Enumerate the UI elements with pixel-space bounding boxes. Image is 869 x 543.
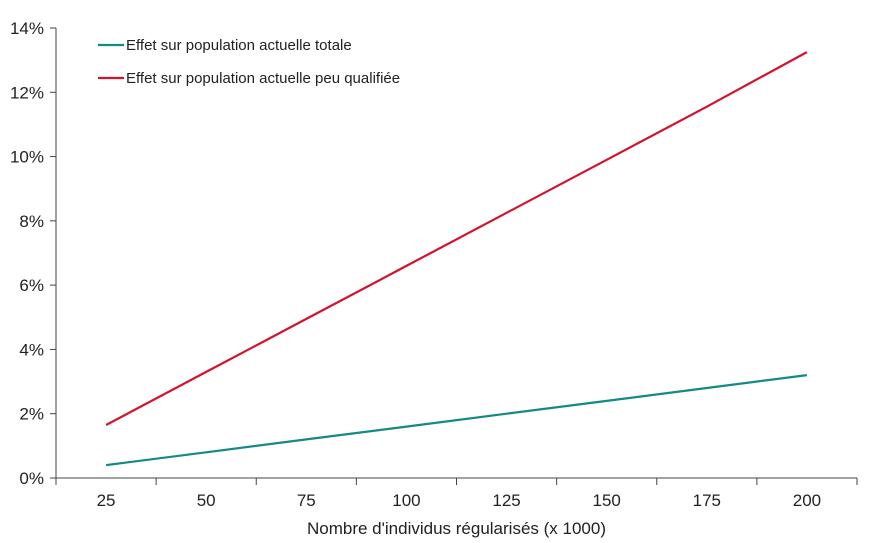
x-tick-label: 50: [197, 491, 216, 510]
x-tick-label: 175: [693, 491, 721, 510]
legend-label-1: Effet sur population actuelle totale: [126, 37, 352, 54]
y-tick-label: 12%: [10, 83, 44, 102]
x-tick-label: 100: [392, 491, 420, 510]
series-line-2: [105, 51, 808, 426]
y-tick-label: 6%: [19, 276, 44, 295]
x-tick-label: 25: [97, 491, 116, 510]
x-tick-label: 125: [492, 491, 520, 510]
y-tick-label: 10%: [10, 148, 44, 167]
y-tick-label: 8%: [19, 212, 44, 231]
legend-label-2: Effet sur population actuelle peu qualif…: [126, 70, 400, 87]
axes: [55, 28, 857, 479]
series-layer: [105, 51, 808, 467]
y-tick-label: 2%: [19, 405, 44, 424]
x-tick-label: 150: [593, 491, 621, 510]
series-line-1: [105, 374, 808, 467]
y-axis-ticks: 0% 2% 4% 6% 8% 10% 12% 14%: [10, 19, 56, 488]
x-axis-title: Nombre d'individus régularisés (x 1000): [307, 519, 606, 538]
x-tick-label: 75: [297, 491, 316, 510]
x-axis-ticks: 25 50 75 100 125 150 175 200: [55, 478, 858, 510]
y-tick-label: 14%: [10, 19, 44, 38]
y-tick-label: 0%: [19, 469, 44, 488]
legend: Effet sur population actuelle totale Effe…: [98, 37, 400, 87]
y-tick-label: 4%: [19, 340, 44, 359]
x-tick-label: 200: [793, 491, 821, 510]
